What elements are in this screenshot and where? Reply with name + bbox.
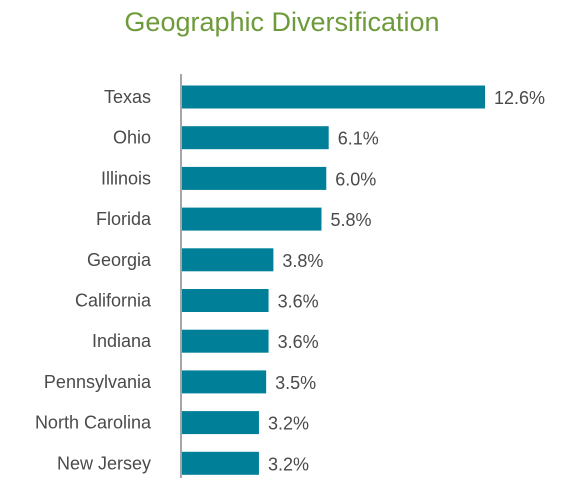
bar-pennsylvania [182, 370, 267, 394]
category-label-indiana: Indiana [92, 331, 152, 351]
category-label-illinois: Illinois [101, 168, 151, 188]
category-label-ohio: Ohio [113, 128, 151, 148]
category-label-georgia: Georgia [87, 250, 152, 270]
category-label-pennsylvania: Pennsylvania [44, 372, 152, 392]
value-label-illinois: 6.0% [335, 169, 376, 189]
bars-layer: Texas 12.6% Ohio 6.1% Illinois 6.0% Florida 5.8… [35, 85, 545, 475]
category-label-new-jersey: New Jersey [57, 453, 151, 473]
value-label-georgia: 3.8% [282, 251, 323, 271]
value-label-california: 3.6% [278, 292, 319, 312]
bar-california [182, 289, 269, 312]
category-label-california: California [75, 291, 152, 311]
bar-georgia [182, 248, 274, 272]
value-label-indiana: 3.6% [278, 332, 319, 352]
bar-indiana [182, 329, 269, 353]
value-label-new-jersey: 3.2% [268, 454, 309, 474]
category-label-florida: Florida [96, 209, 152, 229]
chart-title: Geographic Diversification [124, 7, 440, 37]
value-label-pennsylvania: 3.5% [275, 373, 316, 393]
value-label-ohio: 6.1% [338, 129, 379, 149]
bar-illinois [182, 166, 327, 190]
bar-texas [182, 85, 485, 109]
bar-new-jersey [182, 451, 259, 475]
bar-florida [182, 207, 322, 231]
value-label-florida: 5.8% [330, 210, 371, 230]
bar-north-carolina [182, 411, 259, 435]
value-label-north-carolina: 3.2% [268, 414, 309, 434]
category-label-texas: Texas [104, 87, 151, 107]
bar-ohio [182, 126, 329, 150]
value-label-texas: 12.6% [494, 88, 545, 108]
category-label-north-carolina: North Carolina [35, 413, 152, 433]
